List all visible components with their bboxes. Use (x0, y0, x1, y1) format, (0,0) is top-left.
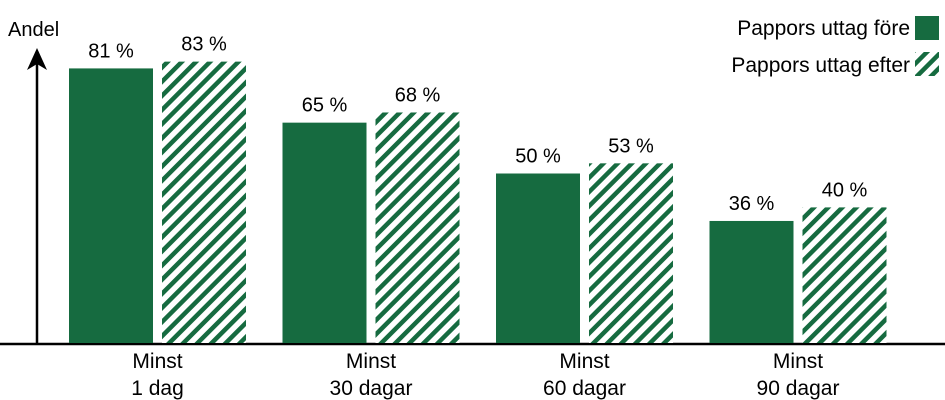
legend-swatch-fore (915, 16, 939, 40)
category-labels: Minst 1 dag Minst 30 dagar Minst 60 dagar Mins… (131, 350, 839, 400)
bar-efter-3 (802, 207, 887, 343)
legend-swatch-efter (915, 52, 939, 76)
value-label-efter-3: 40 % (822, 179, 868, 201)
legend-label-efter: Pappors uttag efter (731, 54, 910, 77)
bar-fore-2 (496, 173, 580, 343)
category-label-1: Minst 30 dagar (330, 350, 413, 400)
bar-efter-2 (589, 163, 673, 343)
y-axis-arrow-icon (27, 48, 47, 70)
value-label-fore-1: 65 % (302, 95, 348, 117)
value-label-fore-3: 36 % (729, 193, 775, 215)
value-label-efter-0: 83 % (181, 34, 227, 56)
category-label-3: Minst 90 dagar (757, 350, 840, 400)
bars-group: 81 % 83 % 65 % 68 % 50 % 53 % 36 % 40 % (69, 34, 887, 344)
category-label-2: Minst 60 dagar (543, 350, 626, 400)
value-label-fore-2: 50 % (515, 146, 561, 168)
bar-fore-1 (282, 122, 367, 344)
bar-efter-1 (375, 112, 460, 343)
value-label-fore-0: 81 % (88, 40, 134, 62)
legend-label-fore: Pappors uttag före (737, 17, 910, 40)
legend: Pappors uttag före Pappors uttag efter (731, 16, 939, 77)
bar-efter-0 (162, 61, 246, 343)
bar-fore-0 (69, 68, 153, 343)
category-label-0: Minst 1 dag (131, 350, 184, 400)
value-label-efter-2: 53 % (608, 135, 654, 157)
value-label-efter-1: 68 % (395, 84, 441, 106)
y-axis-label: Andel (8, 19, 59, 41)
bar-fore-3 (709, 220, 794, 343)
